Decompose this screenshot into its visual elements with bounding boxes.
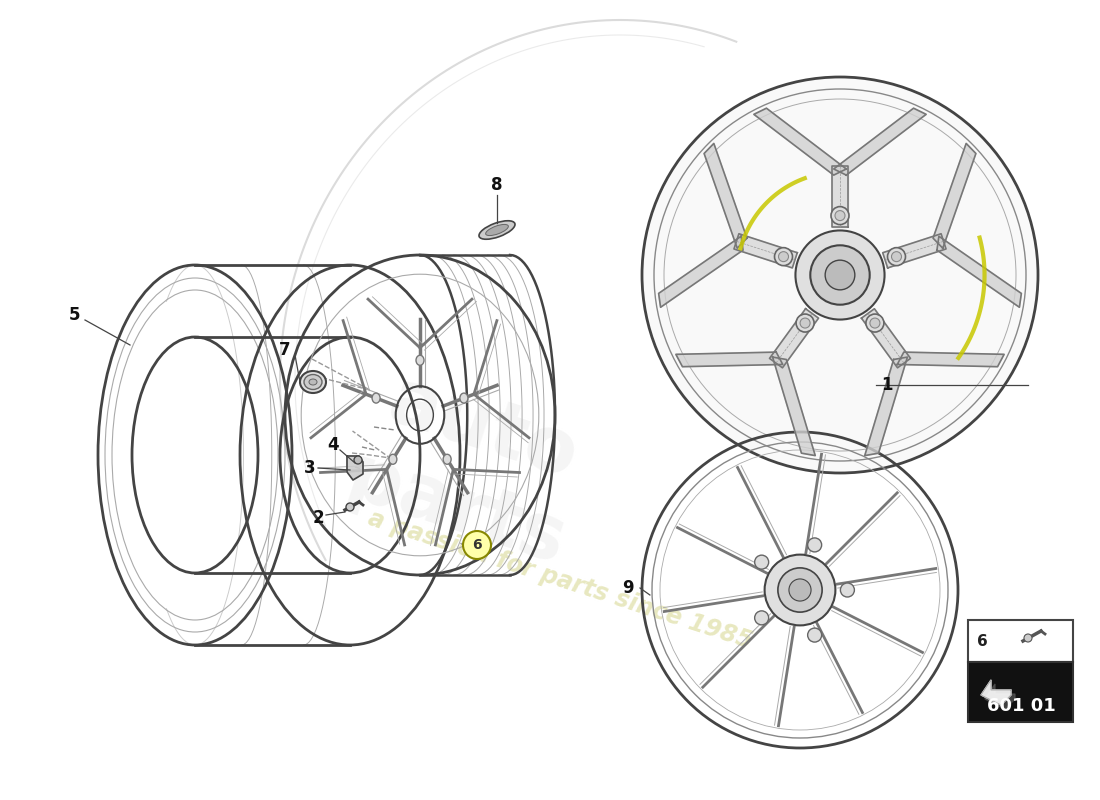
Polygon shape <box>734 234 798 268</box>
Ellipse shape <box>416 355 424 366</box>
Ellipse shape <box>778 568 822 612</box>
Ellipse shape <box>485 225 508 235</box>
Ellipse shape <box>755 555 769 569</box>
Polygon shape <box>865 357 907 456</box>
Ellipse shape <box>764 554 835 626</box>
FancyBboxPatch shape <box>968 662 1072 722</box>
Ellipse shape <box>888 248 905 266</box>
Polygon shape <box>832 166 848 227</box>
Text: 3: 3 <box>305 459 316 477</box>
Ellipse shape <box>389 454 397 464</box>
Text: 2: 2 <box>312 509 323 527</box>
Ellipse shape <box>811 246 870 305</box>
Ellipse shape <box>866 314 884 332</box>
Ellipse shape <box>796 314 814 332</box>
Ellipse shape <box>789 579 811 601</box>
Polygon shape <box>933 143 976 248</box>
Polygon shape <box>675 352 783 366</box>
FancyBboxPatch shape <box>968 620 1072 662</box>
Ellipse shape <box>372 393 381 403</box>
Text: auto
parts: auto parts <box>338 359 602 581</box>
Ellipse shape <box>825 260 855 290</box>
Ellipse shape <box>304 374 322 390</box>
Polygon shape <box>346 456 363 480</box>
Polygon shape <box>834 108 926 175</box>
Text: 7: 7 <box>279 341 290 359</box>
Ellipse shape <box>774 248 792 266</box>
Text: 1: 1 <box>881 376 893 394</box>
Polygon shape <box>754 108 846 175</box>
Ellipse shape <box>755 611 769 625</box>
Ellipse shape <box>309 379 317 385</box>
Text: 5: 5 <box>69 306 80 324</box>
Ellipse shape <box>478 221 515 239</box>
Polygon shape <box>772 357 815 456</box>
Polygon shape <box>861 309 911 368</box>
Circle shape <box>354 456 362 464</box>
Polygon shape <box>981 680 1011 705</box>
Ellipse shape <box>443 454 451 464</box>
Ellipse shape <box>807 628 822 642</box>
Text: 8: 8 <box>492 176 503 194</box>
Circle shape <box>346 503 354 511</box>
Ellipse shape <box>870 318 880 328</box>
Ellipse shape <box>891 252 902 262</box>
Ellipse shape <box>800 318 810 328</box>
Ellipse shape <box>807 538 822 552</box>
Polygon shape <box>984 684 1015 709</box>
Text: 9: 9 <box>623 579 634 597</box>
Ellipse shape <box>779 252 789 262</box>
Text: 601 01: 601 01 <box>987 697 1055 715</box>
Ellipse shape <box>835 210 845 221</box>
Ellipse shape <box>642 77 1038 473</box>
Ellipse shape <box>840 583 855 597</box>
Polygon shape <box>704 143 747 248</box>
Polygon shape <box>898 352 1004 366</box>
Polygon shape <box>770 309 818 368</box>
Text: a passion for parts since 1985: a passion for parts since 1985 <box>365 506 756 654</box>
Text: 6: 6 <box>977 634 988 649</box>
Ellipse shape <box>795 230 884 319</box>
Ellipse shape <box>463 531 491 559</box>
Polygon shape <box>659 236 744 307</box>
Ellipse shape <box>830 206 849 225</box>
Text: 4: 4 <box>327 436 339 454</box>
Ellipse shape <box>460 393 467 403</box>
Text: 6: 6 <box>472 538 482 552</box>
Polygon shape <box>937 236 1022 307</box>
Polygon shape <box>882 234 946 268</box>
Circle shape <box>1024 634 1032 642</box>
Ellipse shape <box>300 371 326 393</box>
